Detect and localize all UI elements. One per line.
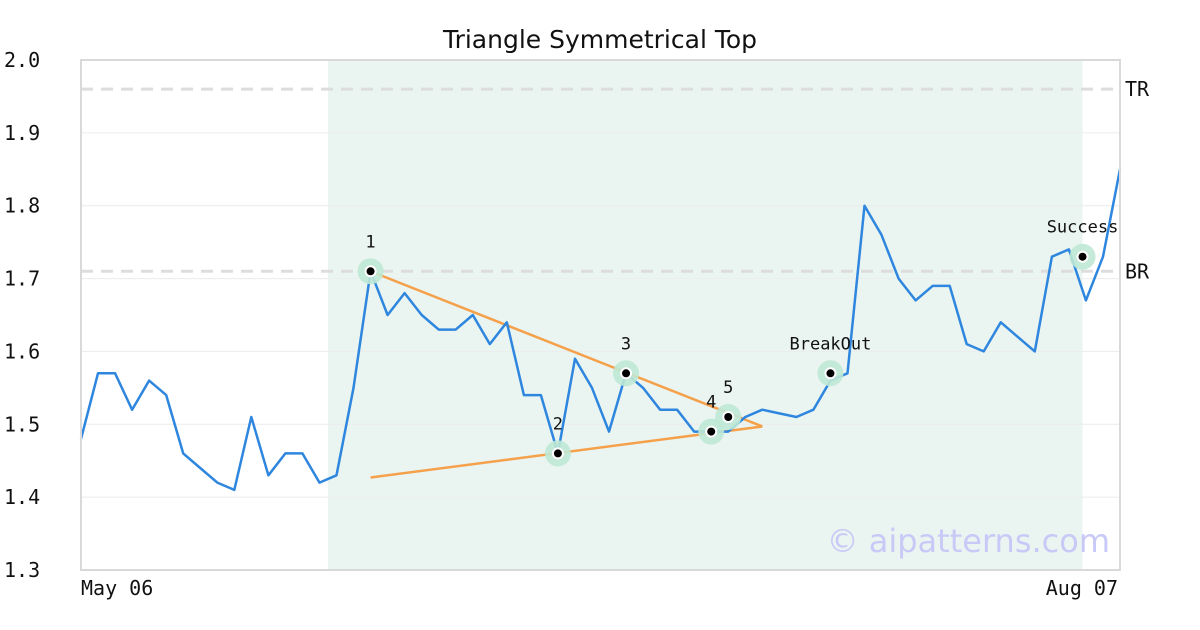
pattern-point bbox=[622, 369, 631, 378]
plot-frame bbox=[80, 59, 1121, 571]
pattern-point bbox=[826, 369, 835, 378]
x-tick-label: Aug 07 bbox=[1046, 576, 1118, 600]
pattern-point-label: 1 bbox=[365, 232, 375, 252]
reference-line-label: TR bbox=[1125, 77, 1150, 101]
pattern-point-label: 2 bbox=[553, 414, 563, 434]
pattern-point-label: 5 bbox=[723, 378, 733, 398]
y-tick-label: 2.0 bbox=[4, 48, 40, 72]
pattern-point bbox=[366, 267, 375, 276]
chart-title: Triangle Symmetrical Top bbox=[442, 25, 757, 54]
y-tick-label: 1.5 bbox=[4, 412, 40, 436]
y-tick-label: 1.7 bbox=[4, 267, 40, 291]
pattern-point-label: Success bbox=[1047, 218, 1119, 238]
y-tick-label: 1.9 bbox=[4, 121, 40, 145]
pattern-point-label: 3 bbox=[621, 334, 631, 354]
pattern-point bbox=[707, 427, 716, 436]
price-line bbox=[79, 169, 1122, 492]
pattern-point-label: 4 bbox=[706, 393, 716, 413]
x-tick-label: May 06 bbox=[81, 576, 153, 600]
y-tick-label: 1.8 bbox=[4, 194, 40, 218]
pattern-point bbox=[553, 449, 562, 458]
reference-line-label: BR bbox=[1125, 259, 1150, 283]
y-tick-label: 1.4 bbox=[4, 485, 40, 509]
y-tick-label: 1.6 bbox=[4, 339, 40, 363]
trend-line bbox=[370, 270, 763, 428]
watermark: © aipatterns.com bbox=[827, 522, 1110, 560]
highlight-band bbox=[327, 60, 1083, 570]
pattern-point-label: BreakOut bbox=[789, 334, 871, 354]
pattern-point bbox=[1078, 252, 1087, 261]
y-tick-label: 1.3 bbox=[4, 558, 40, 582]
pattern-point bbox=[724, 413, 733, 421]
